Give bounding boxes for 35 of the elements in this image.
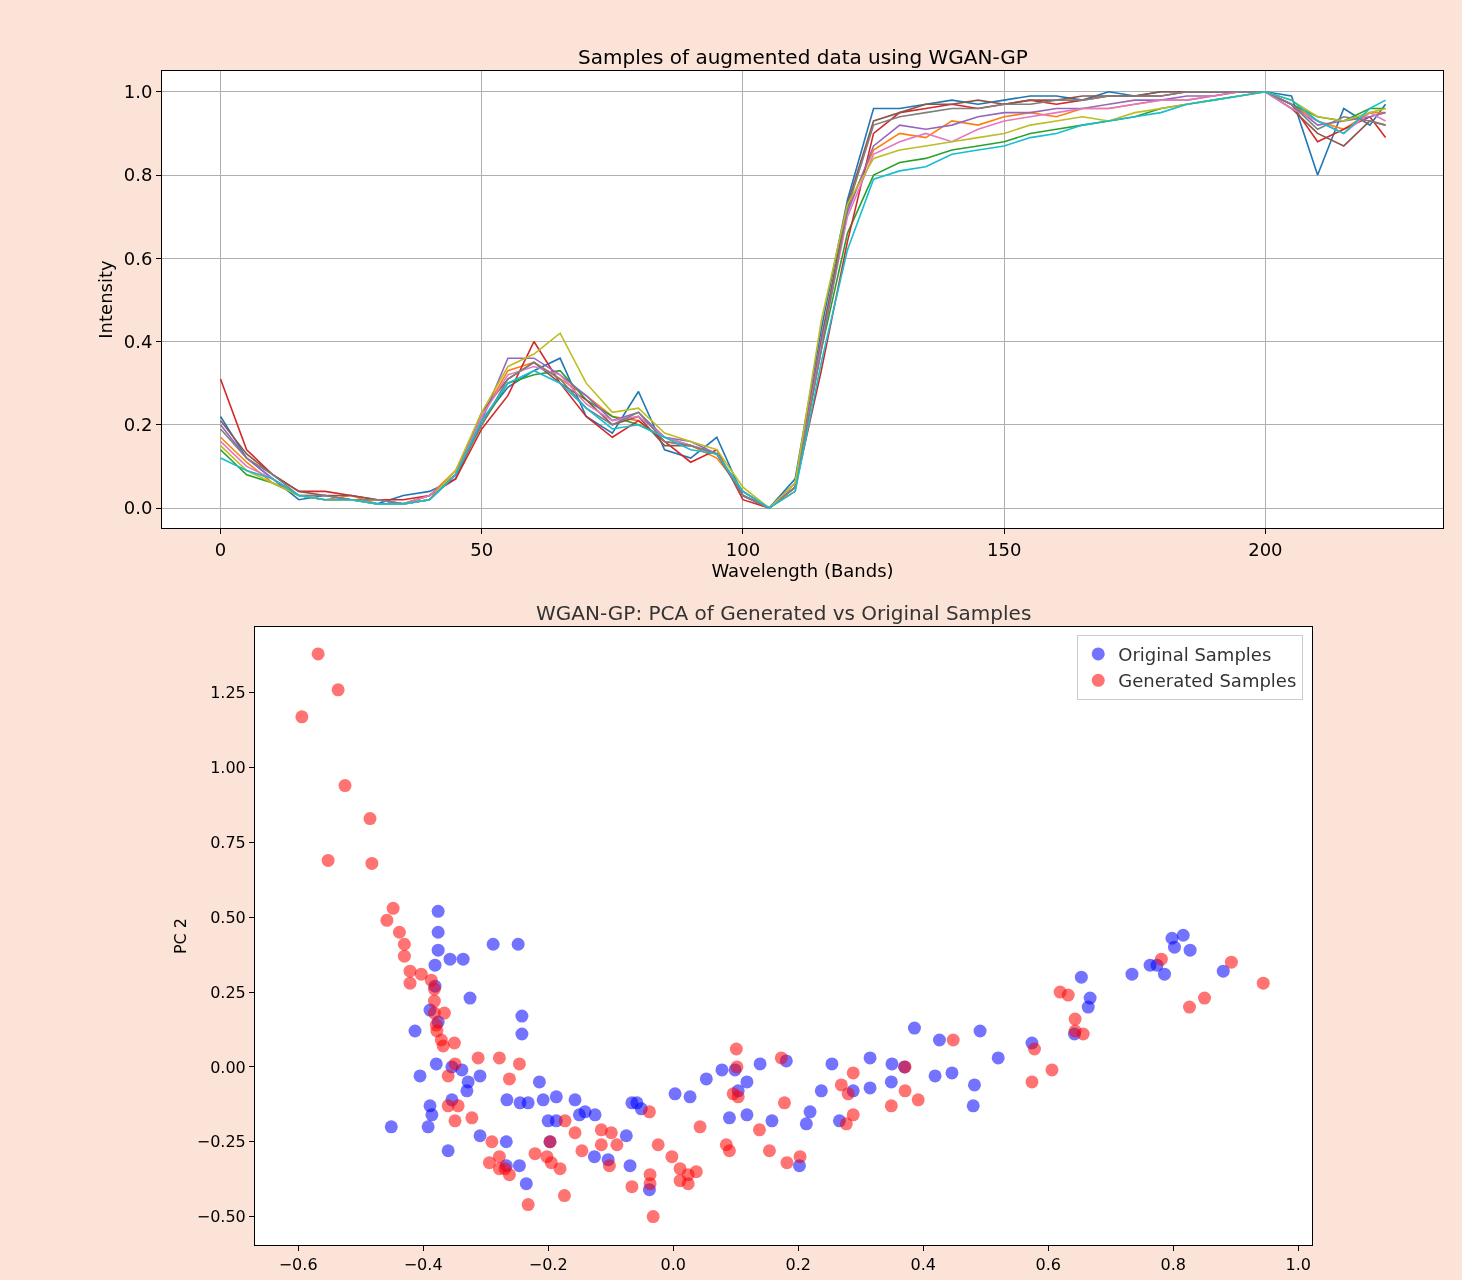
y-tick-label: 0.8 <box>123 164 153 186</box>
y-tick-label: 1.0 <box>123 81 153 103</box>
x-tick-label: 200 <box>1248 538 1283 560</box>
chart-title: WGAN-GP: PCA of Generated vs Original Samples <box>536 601 1032 625</box>
y-tick-label: 0.2 <box>123 414 153 436</box>
chart-title: Samples of augmented data using WGAN-GP <box>578 45 1028 69</box>
y-tick-label: −0.50 <box>196 1207 246 1227</box>
x-tick-label: 0.6 <box>1035 1255 1061 1275</box>
x-tick-label: 0.4 <box>910 1255 936 1275</box>
x-tick-label: −0.4 <box>403 1255 443 1275</box>
x-tick-label: −0.6 <box>278 1255 318 1275</box>
y-tick-label: 0.00 <box>210 1057 246 1077</box>
x-tick-label: 0.8 <box>1160 1255 1186 1275</box>
y-tick-label: 0.25 <box>210 982 246 1002</box>
y-axis-title: Intensity <box>94 259 116 339</box>
y-tick-label: −0.25 <box>196 1132 246 1152</box>
y-tick-label: 0.50 <box>210 907 246 927</box>
x-tick-label: 0 <box>214 538 227 560</box>
x-tick-label: 150 <box>986 538 1022 560</box>
legend-label: Original Samples <box>1118 643 1272 665</box>
y-tick-label: 0.75 <box>210 833 246 853</box>
legend-label: Generated Samples <box>1118 670 1297 692</box>
y-tick-label: 1.00 <box>210 758 246 778</box>
x-tick-label: −0.2 <box>528 1255 568 1275</box>
x-tick-label: 50 <box>470 538 494 560</box>
y-tick-label: 0.4 <box>123 330 153 352</box>
y-tick-label: 1.25 <box>210 683 246 703</box>
x-tick-label: 100 <box>725 538 761 560</box>
x-axis-title: Wavelength (Bands) <box>711 559 894 581</box>
y-tick-label: 0.6 <box>123 247 153 269</box>
y-axis-title: PC 2 <box>170 917 190 955</box>
y-tick-label: 0.0 <box>123 497 153 519</box>
x-tick-label: 0.2 <box>785 1255 811 1275</box>
x-tick-label: 1.0 <box>1285 1255 1311 1275</box>
x-tick-label: 0.0 <box>660 1255 686 1275</box>
